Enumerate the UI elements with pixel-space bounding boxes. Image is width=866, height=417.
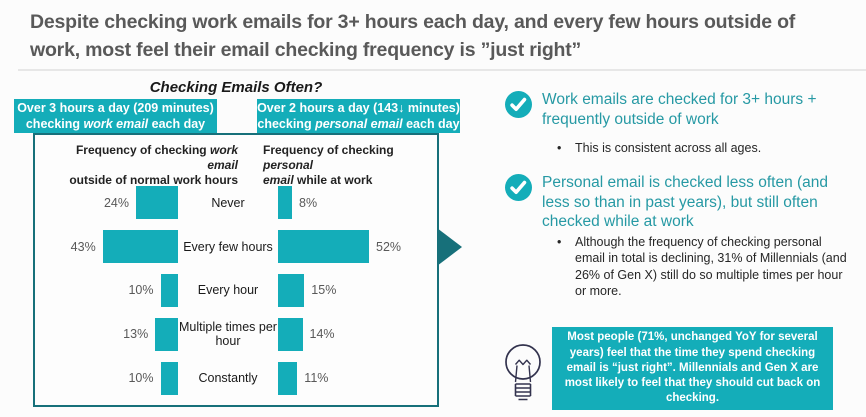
personal-bar-cell: 8% xyxy=(278,181,437,225)
work-header-line1: Over 3 hours a day (209 minutes) xyxy=(17,101,214,115)
chart-row: 43% Every few hours 52% xyxy=(35,225,437,269)
checkmark-icon xyxy=(505,91,532,118)
chart-row: 10% Every hour 15% xyxy=(35,269,437,313)
personal-value-label: 8% xyxy=(299,195,318,210)
personal-bar xyxy=(278,230,369,264)
personal-bar xyxy=(278,361,298,395)
work-bar xyxy=(155,317,178,351)
insight-heading-1: Work emails are checked for 3+ hours + f… xyxy=(542,91,817,128)
chart-row: 13% Multiple times per hour 14% xyxy=(35,312,437,356)
work-bar-cell: 13% xyxy=(35,312,178,356)
work-bar xyxy=(160,361,178,395)
work-bar-cell: 43% xyxy=(35,225,178,269)
chart-heading: Checking Emails Often? xyxy=(149,79,323,96)
insight-sub-2: • Although the frequency of checking per… xyxy=(557,234,849,299)
work-value-label: 24% xyxy=(103,195,129,210)
personal-header-line1: Over 2 hours a day (143↓ minutes) xyxy=(257,101,460,115)
work-bar-cell: 10% xyxy=(35,269,178,313)
personal-bar-cell: 14% xyxy=(278,312,437,356)
insight-heading-2: Personal email is checked less often (an… xyxy=(542,174,829,231)
work-axis-subtitle: Frequency of checking work email outside… xyxy=(69,143,238,187)
insight-sub-1-text: This is consistent across all ages. xyxy=(575,141,762,155)
title-divider xyxy=(18,69,866,71)
work-email-header-box: Over 3 hours a day (209 minutes) checkin… xyxy=(14,99,217,133)
personal-value-label: 52% xyxy=(376,239,402,254)
personal-bar-cell: 11% xyxy=(278,356,437,400)
lightbulb-icon xyxy=(505,344,541,401)
category-label: Every few hours xyxy=(183,239,273,254)
personal-bar-cell: 15% xyxy=(278,269,437,313)
chart-row: 10% Constantly 11% xyxy=(35,356,437,400)
personal-bar-cell: 52% xyxy=(278,225,437,269)
personal-value-label: 11% xyxy=(304,371,329,386)
chart-row: 24% Never 8% xyxy=(35,181,437,225)
bullet-marker: • xyxy=(557,141,562,155)
work-bar xyxy=(136,186,178,220)
work-bar-cell: 24% xyxy=(35,181,178,225)
slide-title: Despite checking work emails for 3+ hour… xyxy=(30,11,796,61)
category-label: Never xyxy=(211,195,245,210)
work-value-label: 10% xyxy=(128,371,154,386)
personal-axis-subtitle: Frequency of checking personal email whi… xyxy=(263,143,394,187)
personal-value-label: 14% xyxy=(309,327,335,342)
insight-sub-1: • This is consistent across all ages. xyxy=(557,140,847,156)
personal-bar xyxy=(278,273,305,307)
work-value-label: 43% xyxy=(70,239,96,254)
personal-bar xyxy=(278,317,303,351)
personal-email-header-box: Over 2 hours a day (143↓ minutes) checki… xyxy=(257,99,460,133)
personal-header-line2: checking personal email each day xyxy=(257,117,460,131)
butterfly-chart: Frequency of checking work email outside… xyxy=(33,133,439,407)
personal-value-label: 15% xyxy=(311,283,337,298)
takeaway-text: Most people (71%, unchanged YoY for seve… xyxy=(564,331,821,405)
personal-bar xyxy=(278,186,292,220)
work-bar xyxy=(102,230,178,264)
work-value-label: 10% xyxy=(128,283,154,298)
takeaway-callout-box: Most people (71%, unchanged YoY for seve… xyxy=(552,327,833,410)
bullet-marker: • xyxy=(557,235,562,249)
category-label: Every hour xyxy=(197,283,259,298)
work-bar-cell: 10% xyxy=(35,356,178,400)
checkmark-icon xyxy=(505,174,532,201)
insight-sub-2-text: Although the frequency of checking perso… xyxy=(575,235,847,298)
highlight-arrow-icon xyxy=(437,228,462,266)
chart-rows: 24% Never 8% 43% Every few hours 52% 10% Every … xyxy=(35,181,437,400)
work-bar xyxy=(160,273,178,307)
category-label: Constantly xyxy=(198,370,258,385)
category-label: Multiple times per hour xyxy=(179,319,277,349)
work-header-line2: checking work email each day xyxy=(25,117,206,131)
work-value-label: 13% xyxy=(123,327,149,342)
